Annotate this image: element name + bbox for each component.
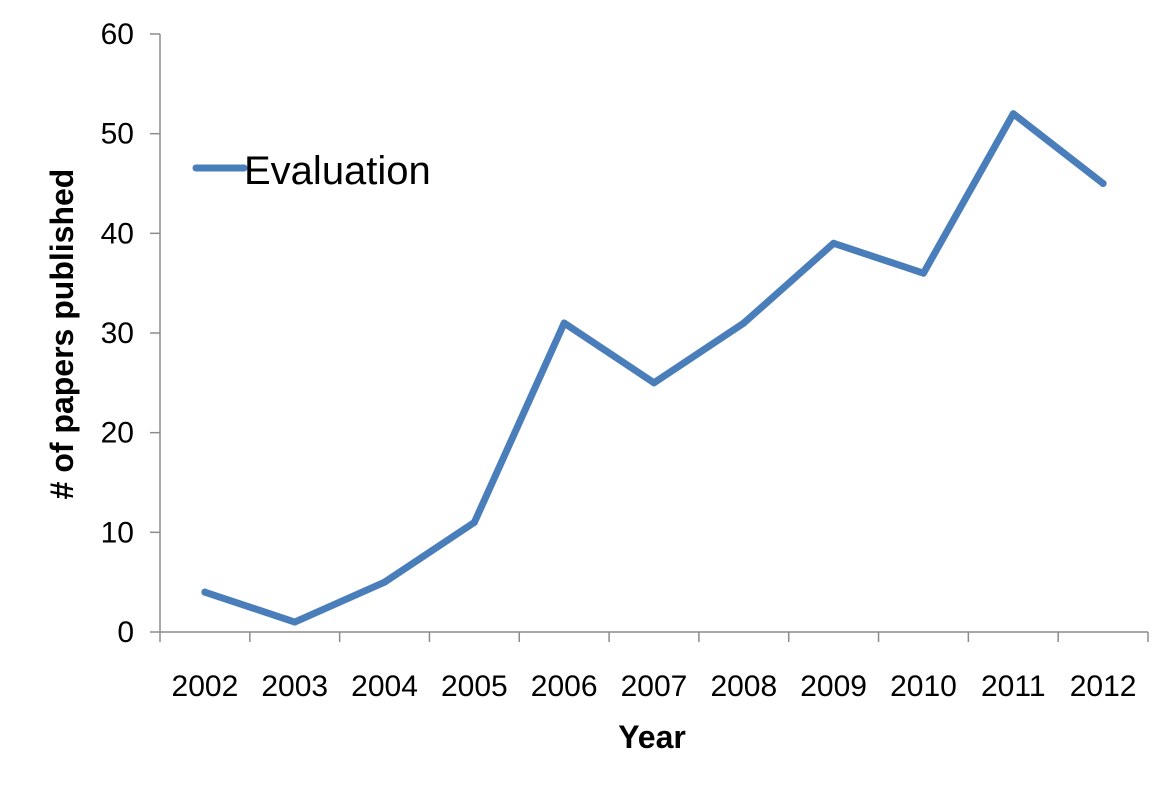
data-point [1009,110,1017,118]
data-point [1099,180,1107,187]
data-point [201,588,209,596]
x-tick-label: 2012 [1070,670,1137,703]
series-layer [201,110,1107,626]
y-tick-label: 10 [101,516,134,549]
data-point [381,578,389,586]
y-tick-label: 60 [101,18,134,51]
x-tick-label: 2009 [800,670,867,703]
data-point [291,618,299,626]
y-tick-label: 20 [101,417,134,450]
y-axis-title: # of papers published [44,169,80,500]
legend-label-evaluation: Evaluation [244,149,431,193]
y-tick-label: 40 [101,217,134,250]
x-tick-label: 2005 [441,670,508,703]
x-tick-label: 2004 [351,670,418,703]
x-tick-label: 2011 [981,670,1046,703]
x-axis: 2002 2003 2004 2005 2006 2007 2008 2009 2010 2011… [159,631,1149,703]
y-tick-label: 0 [117,616,134,649]
x-tick-label: 2010 [890,670,957,703]
x-tick-label: 2007 [621,670,688,703]
legend: Evaluation [192,149,431,193]
x-tick-label: 2006 [531,670,598,703]
data-point [919,269,927,277]
y-axis: 0 10 20 30 40 50 60 [101,18,161,649]
data-point [650,379,658,387]
x-axis-title: Year [618,719,686,755]
y-tick-label: 50 [101,118,134,151]
y-tick-label: 30 [101,317,134,350]
x-tick-label: 2002 [172,670,239,703]
data-point [830,239,838,247]
x-tick-label: 2008 [710,670,777,703]
data-point [470,518,478,526]
data-point [560,319,568,327]
x-tick-label: 2003 [261,670,328,703]
data-point [740,319,748,327]
